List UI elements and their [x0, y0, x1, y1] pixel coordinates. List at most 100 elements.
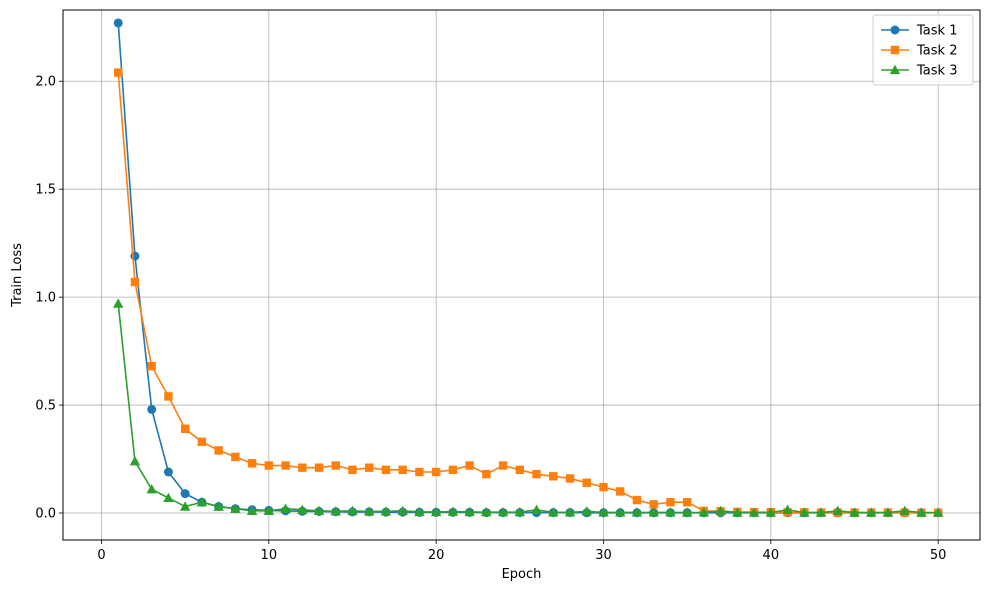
- y-tick-label: 0.0: [35, 507, 56, 522]
- data-point: [765, 507, 777, 517]
- data-point: [849, 507, 860, 517]
- plot-frame: [62, 9, 981, 541]
- data-point: [397, 505, 408, 516]
- data-point: [313, 505, 325, 516]
- data-point: [214, 446, 223, 455]
- data-point: [815, 507, 827, 517]
- data-point: [598, 507, 609, 517]
- x-tick-label: 40: [763, 548, 780, 563]
- data-point: [196, 497, 208, 507]
- data-point: [582, 478, 591, 487]
- data-point: [732, 507, 743, 517]
- data-point: [231, 452, 240, 462]
- data-point: [146, 484, 157, 494]
- legend-label: Task 1: [916, 24, 957, 39]
- data-point: [916, 507, 927, 517]
- x-tick-label: 30: [595, 548, 612, 563]
- data-point: [498, 461, 508, 470]
- data-point: [882, 507, 894, 517]
- x-tick-label: 20: [428, 548, 445, 563]
- data-point: [748, 507, 760, 517]
- data-point: [246, 505, 258, 516]
- legend-label: Task 2: [916, 44, 957, 59]
- legend-marker: [890, 25, 900, 35]
- legend-marker: [889, 64, 901, 75]
- data-point: [548, 507, 559, 517]
- data-point: [932, 507, 944, 517]
- data-point: [164, 392, 173, 401]
- data-point: [264, 461, 274, 470]
- data-point: [398, 465, 407, 475]
- y-tick-label: 1.0: [35, 291, 56, 306]
- data-point: [364, 506, 375, 516]
- data-point: [448, 465, 458, 475]
- x-tick-label: 50: [930, 548, 947, 563]
- data-point: [599, 482, 608, 492]
- legend-entry: Task 3: [881, 64, 957, 79]
- data-point: [430, 506, 442, 517]
- series-line: [117, 22, 939, 514]
- data-point: [365, 463, 374, 472]
- x-tick-label: 0: [97, 548, 105, 563]
- data-point: [263, 505, 275, 516]
- data-point: [347, 505, 358, 516]
- data-point: [247, 459, 257, 468]
- legend: Task 1 Task 2 Task 3: [872, 14, 974, 86]
- series-2: [114, 68, 943, 517]
- data-point: [179, 501, 191, 511]
- data-point: [782, 504, 793, 514]
- data-point: [180, 424, 190, 434]
- data-point: [281, 461, 290, 470]
- data-point: [230, 503, 241, 513]
- data-point: [113, 18, 123, 28]
- data-point: [615, 507, 626, 517]
- series-1: [113, 18, 943, 518]
- data-point: [715, 505, 726, 516]
- data-point: [565, 474, 575, 483]
- data-point: [147, 362, 156, 371]
- data-point: [280, 503, 291, 513]
- data-point: [130, 251, 140, 261]
- data-point: [514, 506, 526, 517]
- data-point: [465, 461, 474, 470]
- data-point: [381, 465, 391, 475]
- data-point: [213, 501, 224, 511]
- y-tick-label: 1.5: [35, 183, 56, 198]
- series-layer: [113, 18, 944, 518]
- data-point: [129, 456, 141, 466]
- data-point: [698, 507, 710, 517]
- x-axis-label: Epoch: [502, 567, 542, 582]
- data-point: [681, 507, 693, 517]
- data-point: [331, 461, 340, 470]
- y-tick-label: 2.0: [35, 75, 56, 90]
- data-point: [564, 507, 576, 517]
- ticks: 0 10 20 30 40 50 0.0 0.5 1.0 1.5 2.0: [35, 75, 946, 563]
- data-point: [799, 507, 810, 517]
- data-point: [415, 467, 424, 477]
- data-point: [431, 467, 441, 477]
- data-point: [616, 487, 625, 496]
- data-point: [130, 277, 140, 287]
- data-point: [497, 506, 509, 517]
- data-point: [515, 465, 525, 475]
- series-line: [117, 303, 939, 514]
- y-tick-label: 0.5: [35, 399, 56, 414]
- data-point: [163, 467, 173, 477]
- data-point: [649, 500, 658, 509]
- legend-marker: [890, 45, 900, 55]
- data-point: [447, 506, 459, 516]
- data-point: [632, 495, 642, 505]
- data-point: [180, 489, 190, 499]
- data-point: [482, 469, 491, 479]
- data-point: [832, 505, 843, 516]
- data-point: [648, 507, 659, 517]
- data-point: [197, 437, 207, 446]
- data-point: [297, 504, 308, 514]
- legend-entry: Task 1: [881, 24, 957, 39]
- data-point: [549, 472, 558, 481]
- y-axis-label: Train Loss: [10, 243, 25, 308]
- data-point: [682, 498, 692, 507]
- data-point: [414, 506, 425, 517]
